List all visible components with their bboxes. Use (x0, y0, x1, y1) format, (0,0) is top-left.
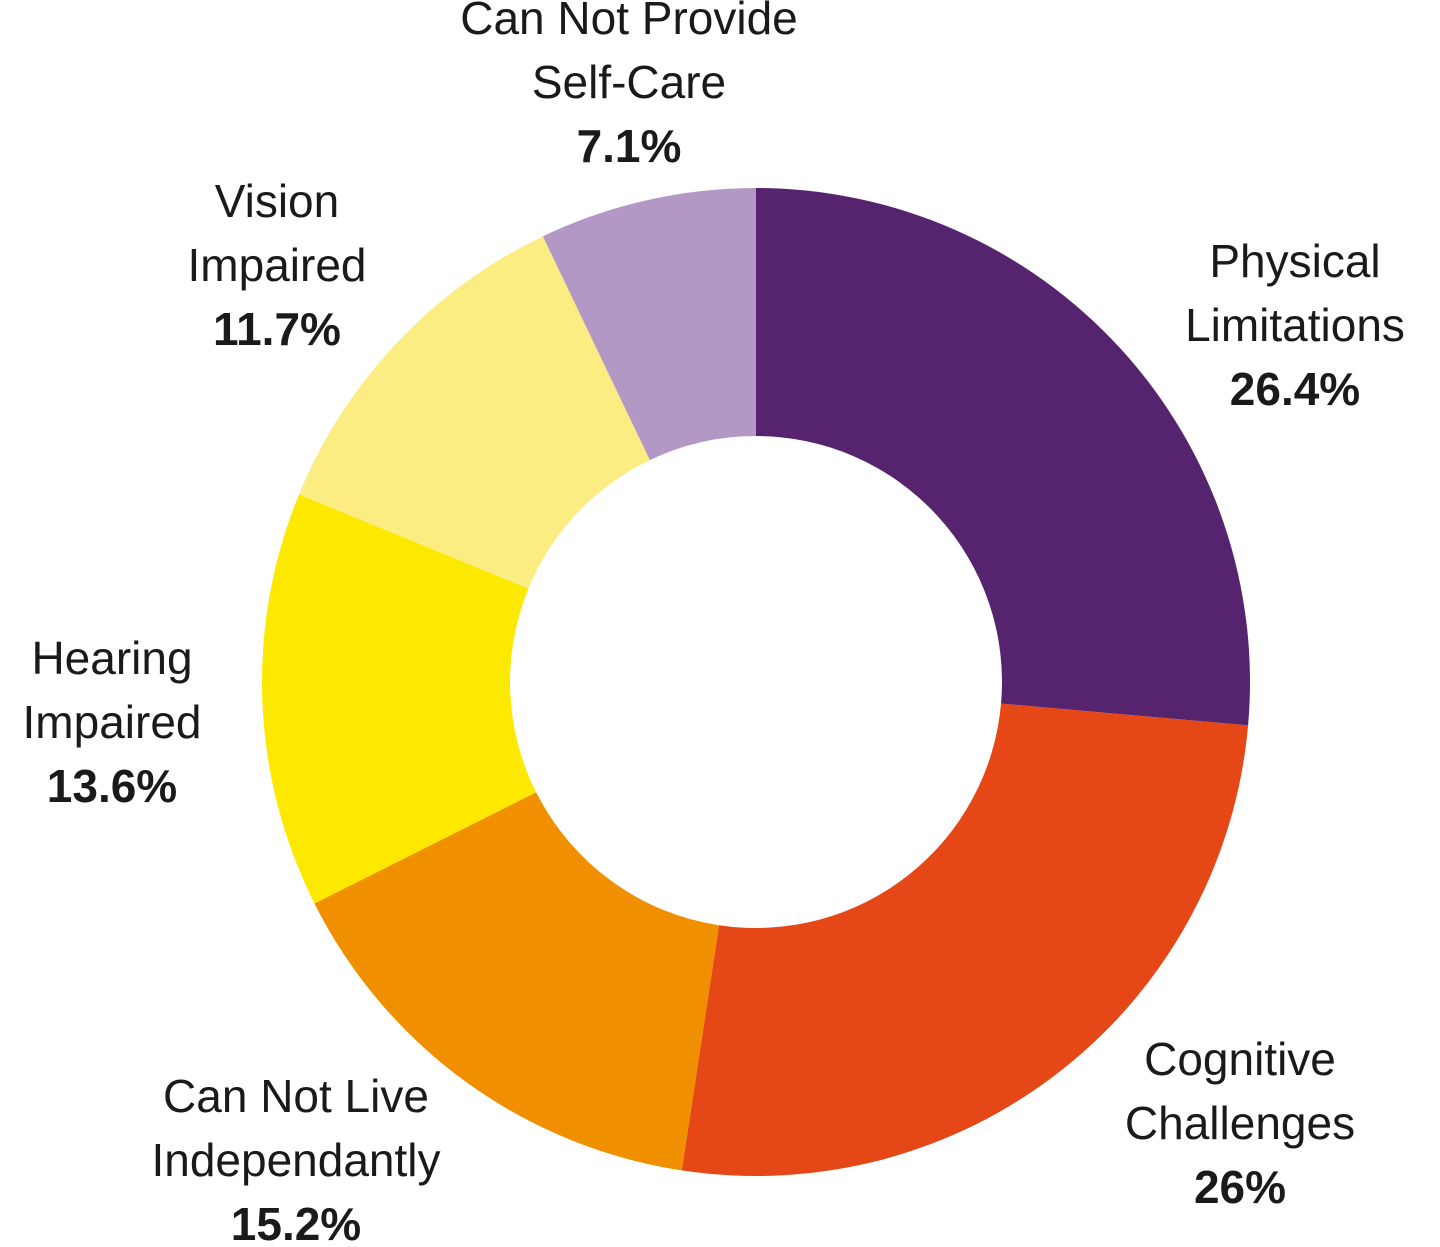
segment-label: Cognitive (1144, 1033, 1336, 1085)
donut-segment (756, 188, 1250, 726)
segment-value-label: 7.1% (577, 120, 682, 172)
segment-label: Hearing (31, 632, 192, 684)
segment-value-label: 15.2% (231, 1198, 361, 1247)
segment-label: Impaired (23, 696, 202, 748)
segment-label: Can Not Provide (460, 0, 798, 44)
segment-label: Can Not Live (163, 1070, 429, 1122)
donut-segment (681, 703, 1249, 1176)
donut-segment (299, 236, 650, 589)
segment-label: Challenges (1125, 1097, 1355, 1149)
segment-value-label: 26.4% (1230, 363, 1360, 415)
segment-label: Independantly (151, 1134, 440, 1186)
segment-label: Physical (1209, 235, 1380, 287)
segment-label: Impaired (188, 239, 367, 291)
segment-label: Limitations (1185, 299, 1405, 351)
segment-value-label: 13.6% (47, 760, 177, 812)
segment-value-label: 11.7% (213, 303, 341, 355)
donut-segment (261, 494, 537, 904)
donut-segment (314, 792, 720, 1171)
segment-label: Vision (215, 175, 339, 227)
segment-value-label: 26% (1194, 1161, 1286, 1213)
segment-label: Self-Care (532, 56, 726, 108)
donut-segment (542, 188, 756, 461)
